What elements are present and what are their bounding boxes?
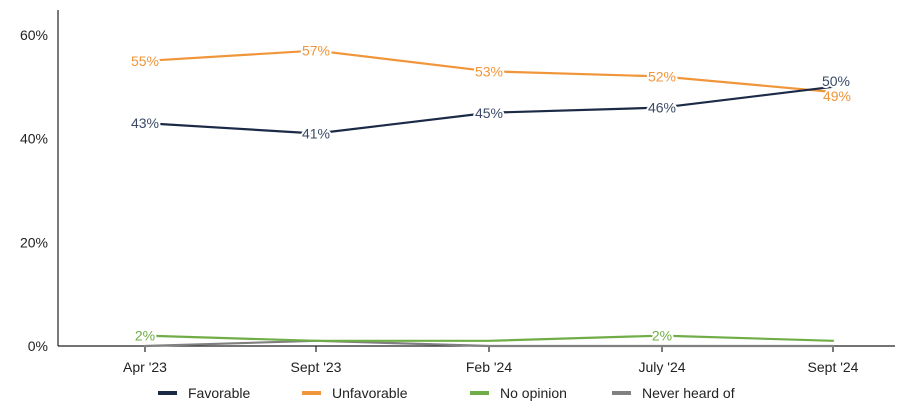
y-tick-label: 40%	[20, 131, 48, 147]
data-label-halo: 49%	[823, 88, 851, 104]
series-line-never-heard-of	[143, 339, 835, 348]
series-lines	[143, 49, 835, 348]
x-tick-label: Sept '24	[808, 359, 859, 375]
data-label: 49%	[823, 88, 851, 104]
data-label-halo: 53%	[475, 63, 503, 79]
y-tick-label: 20%	[20, 234, 48, 250]
data-label-halo: 52%	[648, 68, 676, 84]
data-label: 55%	[131, 53, 159, 69]
legend-label: No opinion	[500, 385, 567, 401]
data-label: 41%	[302, 125, 330, 141]
x-tick-label: Sept '23	[291, 359, 342, 375]
y-tick-label: 0%	[28, 338, 48, 354]
x-tick-label: Feb '24	[466, 359, 512, 375]
legend-label: Unfavorable	[332, 385, 408, 401]
legend-label: Favorable	[188, 385, 250, 401]
series-line-no-opinion	[143, 334, 835, 342]
data-label-halo: 55%	[131, 53, 159, 69]
y-tick-label: 60%	[20, 27, 48, 43]
data-label: 50%	[822, 73, 850, 89]
data-label: 2%	[135, 328, 155, 344]
data-label: 2%	[652, 328, 672, 344]
legend-label: Never heard of	[642, 385, 735, 401]
data-label: 57%	[302, 43, 330, 59]
x-tick-label: Apr '23	[123, 359, 167, 375]
data-label-halo: 46%	[648, 100, 676, 116]
axes: 0% 20% 40% 60% Apr '23 Sept '23 Feb '24 July '2…	[20, 10, 895, 375]
data-label: 52%	[648, 68, 676, 84]
data-label: 43%	[131, 115, 159, 131]
data-label-halo: 43%	[131, 115, 159, 131]
data-label-halo: 41%	[302, 125, 330, 141]
data-labels: 43%43%41%41%45%45% 46%46%50%50%55%55%57%5…	[129, 41, 853, 346]
data-label: 46%	[648, 100, 676, 116]
x-tick-label: July '24	[638, 359, 685, 375]
data-label: 53%	[475, 63, 503, 79]
data-label-halo: 2%	[652, 328, 672, 344]
series-line-unfavorable	[143, 49, 835, 94]
series-line-favorable	[143, 85, 835, 135]
data-label-halo: 50%	[822, 73, 850, 89]
data-label: 45%	[475, 105, 503, 121]
data-label-halo: 45%	[475, 105, 503, 121]
data-label-halo: 2%	[135, 328, 155, 344]
legend: Favorable Unfavorable No opinion Never hear…	[158, 385, 735, 401]
data-label-halo: 57%	[302, 43, 330, 59]
